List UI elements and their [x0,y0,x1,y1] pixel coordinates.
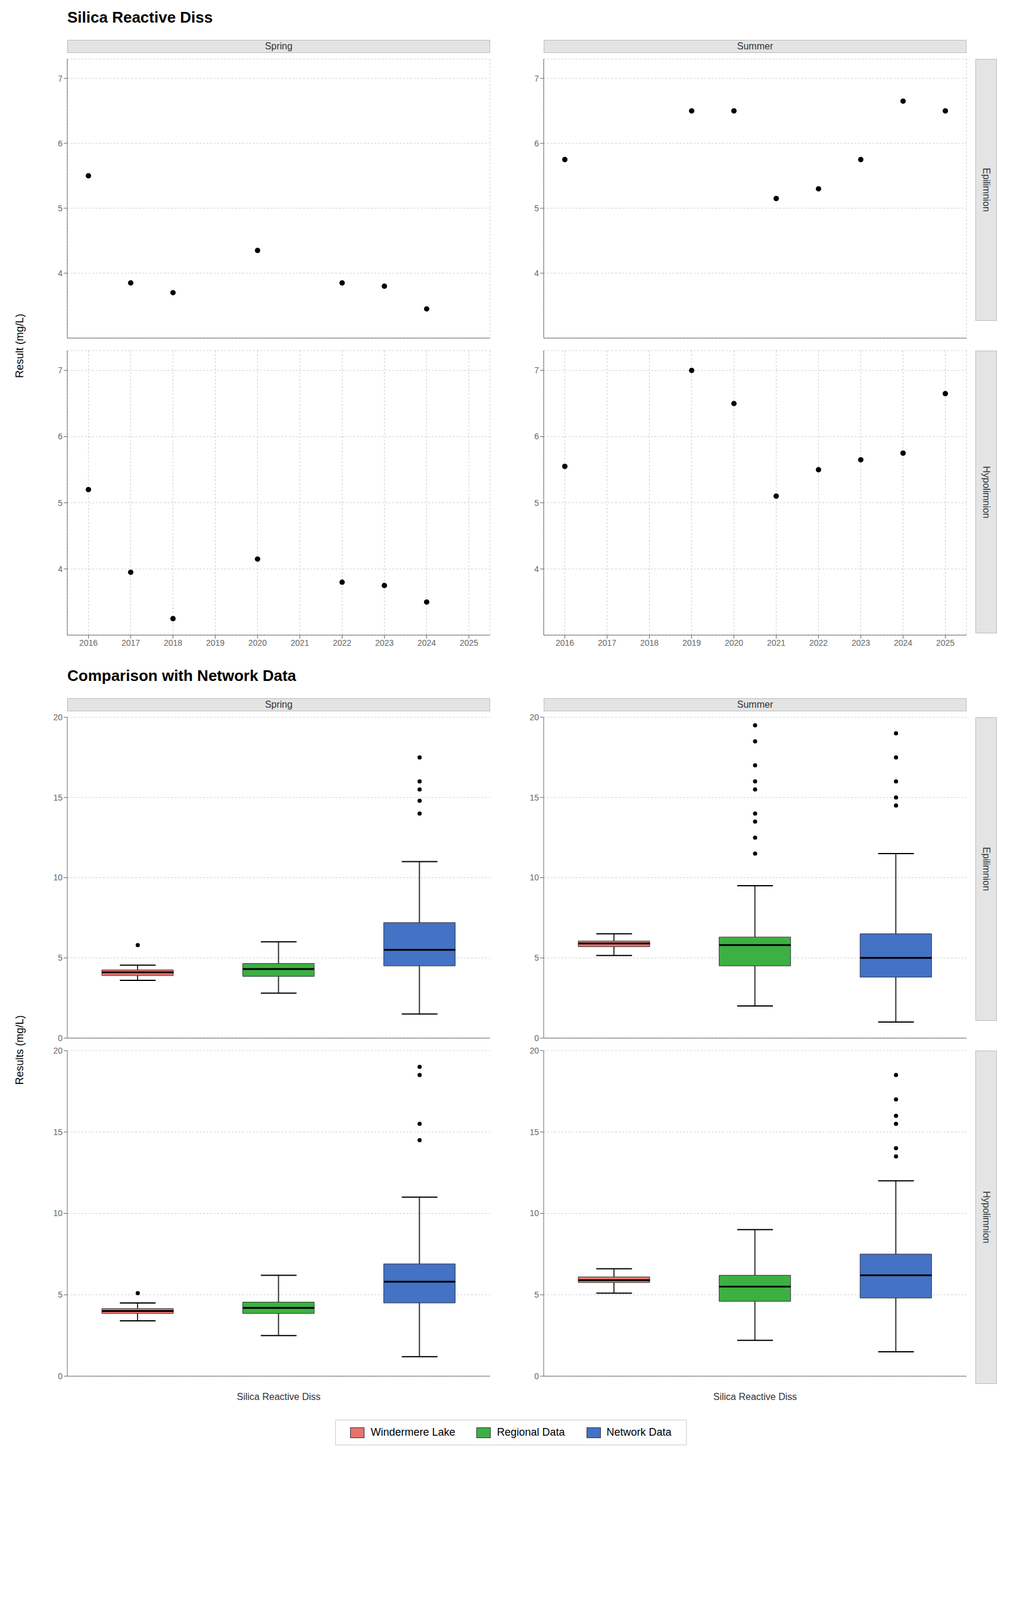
svg-text:20: 20 [529,712,539,723]
svg-text:2016: 2016 [79,638,98,648]
svg-text:2021: 2021 [290,638,310,648]
svg-text:5: 5 [57,498,63,508]
html-text:Summer: Summer [737,41,774,52]
svg-text:2023: 2023 [375,638,394,648]
svg-text:0: 0 [534,1372,539,1382]
html-text:Epilimnion: Epilimnion [981,167,992,212]
svg-text:4: 4 [534,564,539,575]
svg-text:5: 5 [57,203,63,214]
svg-text:2024: 2024 [417,638,436,648]
svg-text:2017: 2017 [597,638,617,648]
svg-text:2017: 2017 [121,638,140,648]
svg-text:2020: 2020 [724,638,744,648]
html-text:Network Data: Network Data [606,1426,672,1439]
svg-text:2020: 2020 [248,638,267,648]
svg-text:5: 5 [534,1290,539,1300]
svg-text:7: 7 [57,365,63,376]
svg-text:5: 5 [534,953,539,963]
svg-text:6: 6 [57,431,63,442]
svg-text:20: 20 [52,1046,63,1056]
svg-text:5: 5 [534,203,539,214]
svg-text:15: 15 [529,793,539,803]
svg-text:0: 0 [57,1372,63,1382]
html-text:Results (mg/L): Results (mg/L) [13,1015,26,1086]
html-text:Spring: Spring [264,41,293,52]
svg-text:15: 15 [52,1127,63,1138]
svg-text:20: 20 [529,1046,539,1056]
svg-text:7: 7 [534,365,539,376]
svg-text:6: 6 [534,138,539,149]
svg-text:5: 5 [57,953,63,963]
html-text:Windermere Lake: Windermere Lake [370,1426,456,1439]
svg-text:Silica Reactive Diss: Silica Reactive Diss [713,1392,797,1403]
svg-text:2016: 2016 [555,638,575,648]
svg-text:5: 5 [57,1290,63,1300]
svg-text:15: 15 [52,793,63,803]
svg-text:2019: 2019 [206,638,225,648]
html-text:Hypolimnion: Hypolimnion [981,1191,992,1244]
html-text:Comparison with Network Data: Comparison with Network Data [67,666,297,685]
svg-text:2024: 2024 [893,638,913,648]
html-text:Summer: Summer [737,699,774,710]
svg-text:2022: 2022 [332,638,352,648]
svg-text:0: 0 [534,1033,539,1044]
svg-text:4: 4 [534,268,539,279]
svg-text:6: 6 [57,138,63,149]
svg-text:0: 0 [57,1033,63,1044]
html-text:Hypolimnion: Hypolimnion [981,465,992,519]
html-text:Regional Data: Regional Data [496,1426,565,1439]
html-text:Result (mg/L): Result (mg/L) [13,313,26,378]
svg-text:4: 4 [57,268,63,279]
svg-text:2018: 2018 [163,638,183,648]
svg-text:2018: 2018 [640,638,659,648]
svg-text:15: 15 [529,1127,539,1138]
svg-text:2023: 2023 [851,638,871,648]
html-text:Epilimnion: Epilimnion [981,847,992,892]
html-text:Spring: Spring [264,699,293,710]
svg-text:10: 10 [52,1208,63,1219]
svg-text:2019: 2019 [682,638,701,648]
svg-text:10: 10 [529,1208,539,1219]
svg-text:10: 10 [52,872,63,883]
svg-text:20: 20 [52,712,63,723]
html-text:Silica Reactive Diss: Silica Reactive Diss [67,8,213,27]
svg-text:2022: 2022 [809,638,828,648]
svg-text:5: 5 [534,498,539,508]
svg-text:6: 6 [534,431,539,442]
svg-text:2025: 2025 [459,638,479,648]
svg-text:4: 4 [57,564,63,575]
svg-text:2025: 2025 [936,638,955,648]
svg-text:2021: 2021 [766,638,786,648]
svg-text:10: 10 [529,872,539,883]
svg-text:Silica Reactive Diss: Silica Reactive Diss [237,1392,321,1403]
svg-text:7: 7 [534,73,539,84]
svg-text:7: 7 [57,73,63,84]
